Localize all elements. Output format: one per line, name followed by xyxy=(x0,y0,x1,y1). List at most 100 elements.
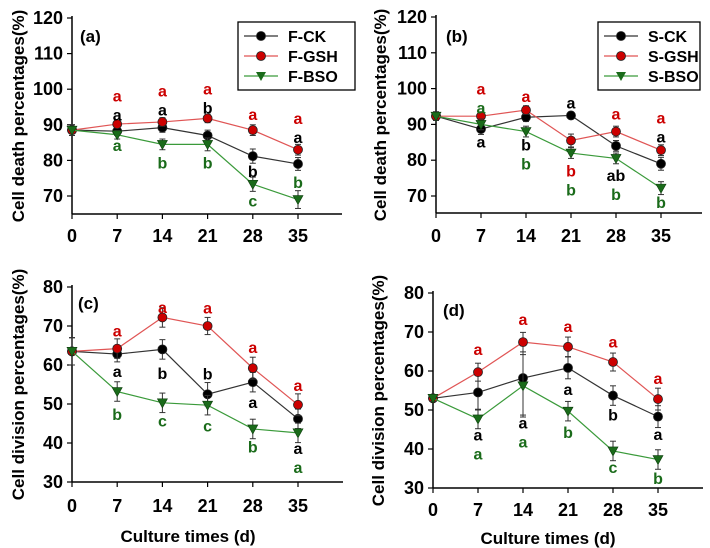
data-point xyxy=(112,343,123,354)
significance-letter: b xyxy=(608,408,618,425)
y-tick-label: 70 xyxy=(43,186,63,206)
data-point xyxy=(111,130,123,141)
series-F-CK xyxy=(67,122,303,171)
y-tick-label: 30 xyxy=(43,472,63,492)
x-tick-label: 35 xyxy=(288,226,308,246)
series-F-BSO xyxy=(66,124,304,209)
significance-letter: a xyxy=(519,312,528,329)
series-S-BSO xyxy=(427,354,664,470)
significance-letter: b xyxy=(521,156,531,173)
legend-marker xyxy=(256,51,266,61)
significance-letter: b xyxy=(203,156,213,173)
significance-letter: b xyxy=(158,366,168,383)
data-point xyxy=(566,110,576,121)
x-tick-label: 0 xyxy=(428,500,438,520)
y-axis-label: Cell division percentages(%) xyxy=(369,275,388,506)
x-tick-label: 0 xyxy=(431,226,441,246)
y-tick-label: 60 xyxy=(404,361,424,381)
legend-label: S-BSO xyxy=(648,69,699,86)
data-point xyxy=(66,125,78,136)
data-point xyxy=(202,321,213,331)
significance-letter: b xyxy=(158,155,168,172)
data-point xyxy=(611,126,621,137)
x-tick-label: 7 xyxy=(112,226,122,246)
significance-letter: a xyxy=(519,435,528,452)
data-point xyxy=(652,455,664,466)
data-point xyxy=(565,148,577,159)
series-F-GSH xyxy=(67,307,303,417)
x-tick-label: 0 xyxy=(67,226,77,246)
x-tick-label: 28 xyxy=(243,496,263,516)
series-line xyxy=(71,127,299,165)
data-point xyxy=(202,113,213,124)
significance-letter: b xyxy=(563,425,573,442)
significance-letter: a xyxy=(609,334,618,351)
data-point xyxy=(472,414,484,425)
panel-d: 30 40 50 60 70 80 0 7 14 21 28 35 Cell division perc… xyxy=(369,275,703,548)
series-F-GSH xyxy=(67,113,303,156)
x-tick-label: 7 xyxy=(473,500,483,520)
data-point xyxy=(656,145,666,156)
series-line xyxy=(432,367,659,418)
panel-c: 30 40 50 60 70 80 0 7 14 21 28 35 Cell division perc… xyxy=(9,269,343,546)
x-tick-label: 28 xyxy=(603,500,623,520)
y-tick-label: 110 xyxy=(34,44,63,64)
y-tick-label: 100 xyxy=(33,79,63,99)
significance-letter: b xyxy=(248,164,258,181)
y-tick-label: 70 xyxy=(407,186,427,206)
legend-label: S-CK xyxy=(648,29,688,46)
y-tick-label: 60 xyxy=(43,355,63,375)
data-point xyxy=(656,158,666,169)
series-F-CK xyxy=(67,337,303,430)
significance-letter: a xyxy=(203,301,212,318)
x-tick-label: 28 xyxy=(606,226,626,246)
y-tick-label: 120 xyxy=(33,8,63,28)
series-line xyxy=(436,109,662,151)
data-point xyxy=(610,154,622,165)
data-point xyxy=(430,111,442,122)
significance-letter: ab xyxy=(607,168,626,185)
series-line xyxy=(435,114,662,165)
significance-letter: a xyxy=(158,300,167,317)
significance-letter: a xyxy=(657,110,666,127)
legend-label: F-BSO xyxy=(288,69,338,86)
data-point xyxy=(566,135,576,146)
significance-letter: a xyxy=(522,89,531,106)
significance-letter: a xyxy=(567,95,576,112)
significance-letter: a xyxy=(474,428,483,445)
series-S-GSH xyxy=(431,105,666,157)
significance-letter: a xyxy=(294,378,303,395)
significance-letter: a xyxy=(477,135,486,152)
significance-letter: a xyxy=(474,342,483,359)
y-axis-label: Cell death percentages(%) xyxy=(371,9,390,222)
significance-letter: a xyxy=(203,82,212,99)
legend-marker xyxy=(616,31,626,41)
significance-letter: b xyxy=(203,367,213,384)
series-line xyxy=(71,129,299,201)
significance-letter: a xyxy=(564,319,573,336)
x-tick-label: 21 xyxy=(198,496,218,516)
significance-letter: c xyxy=(248,193,257,210)
data-point xyxy=(293,144,303,155)
data-point xyxy=(157,117,168,127)
series-line xyxy=(71,348,299,420)
significance-letter: b xyxy=(611,187,621,204)
data-point xyxy=(247,179,259,190)
data-point xyxy=(157,344,168,355)
significance-letter: a xyxy=(564,382,573,399)
x-tick-label: 14 xyxy=(516,226,536,246)
y-tick-label: 50 xyxy=(404,400,424,420)
significance-letter: b xyxy=(203,101,213,118)
y-tick-label: 40 xyxy=(43,433,63,453)
data-point xyxy=(202,400,214,411)
significance-letter: b xyxy=(653,471,663,488)
data-point xyxy=(247,125,258,136)
significance-letter: a xyxy=(477,81,486,98)
significance-letter: a xyxy=(248,107,257,124)
x-tick-label: 21 xyxy=(558,500,578,520)
y-tick-label: 90 xyxy=(43,115,63,135)
significance-letter: a xyxy=(113,89,122,106)
legend: F-CK F-GSH F-BSO xyxy=(237,21,356,91)
x-tick-label: 7 xyxy=(476,226,486,246)
panel-label: (c) xyxy=(78,294,99,313)
